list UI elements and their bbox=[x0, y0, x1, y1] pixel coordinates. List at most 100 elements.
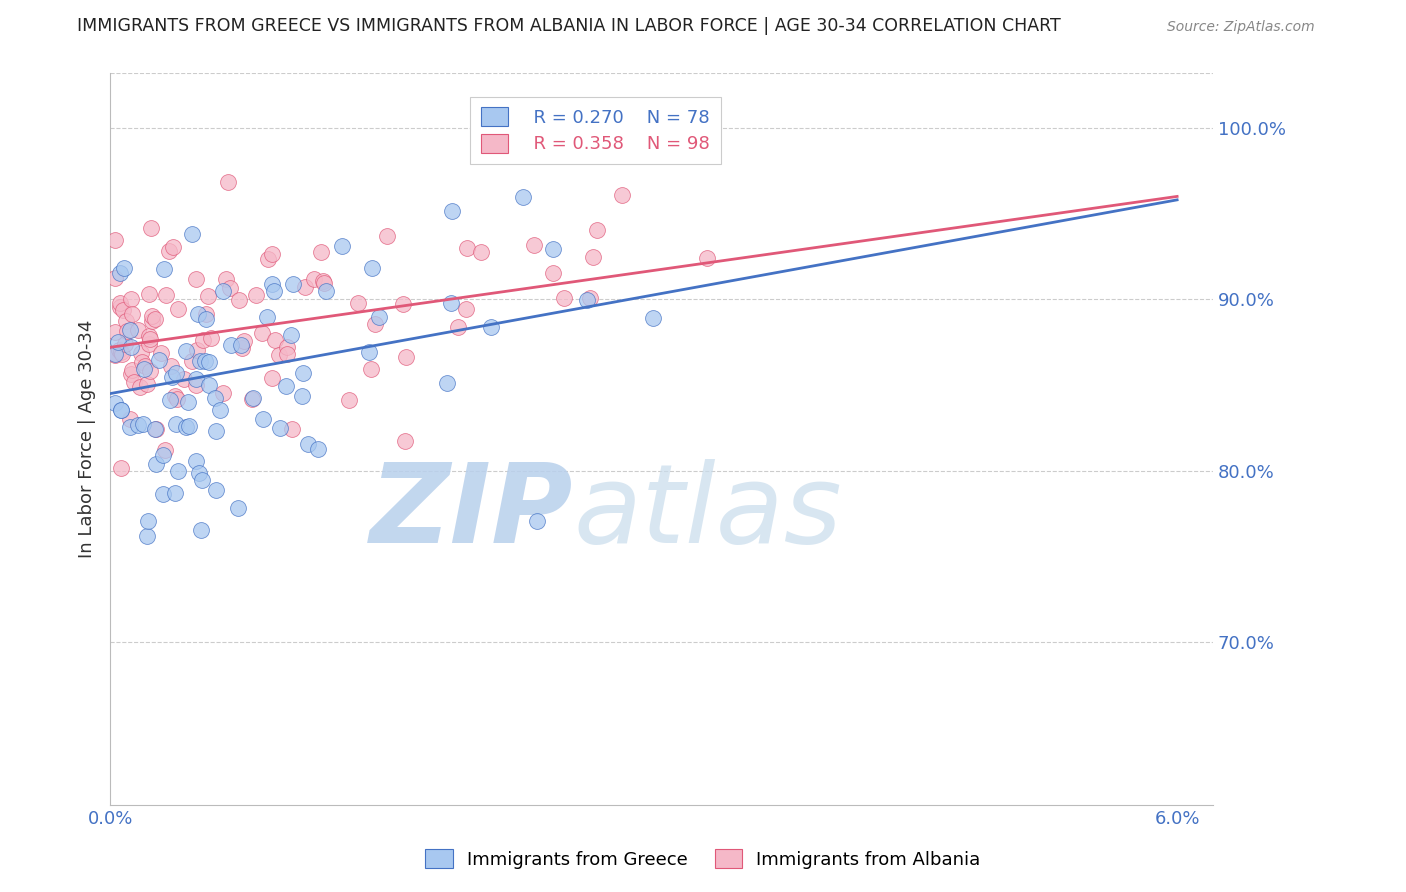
Point bbox=[240, 392, 263, 406]
Text: ZIP: ZIP bbox=[370, 458, 574, 566]
Point bbox=[110, 344, 132, 359]
Point bbox=[263, 284, 285, 298]
Point bbox=[177, 395, 200, 409]
Point bbox=[138, 287, 160, 301]
Point bbox=[470, 244, 492, 259]
Point bbox=[115, 314, 138, 328]
Point bbox=[148, 353, 170, 368]
Point bbox=[364, 318, 387, 332]
Point bbox=[375, 229, 398, 244]
Point bbox=[184, 372, 207, 386]
Text: IMMIGRANTS FROM GREECE VS IMMIGRANTS FROM ALBANIA IN LABOR FORCE | AGE 30-34 COR: IMMIGRANTS FROM GREECE VS IMMIGRANTS FRO… bbox=[77, 17, 1062, 35]
Point bbox=[205, 424, 228, 438]
Text: atlas: atlas bbox=[574, 458, 842, 566]
Point bbox=[441, 204, 464, 219]
Point bbox=[115, 324, 138, 338]
Point bbox=[200, 331, 222, 345]
Point bbox=[307, 442, 329, 457]
Point bbox=[141, 310, 163, 324]
Point bbox=[122, 375, 145, 389]
Point bbox=[262, 247, 284, 261]
Point bbox=[242, 391, 264, 405]
Point bbox=[479, 320, 502, 334]
Point bbox=[163, 486, 186, 500]
Point bbox=[112, 260, 135, 275]
Point bbox=[274, 379, 297, 393]
Point bbox=[167, 302, 190, 317]
Y-axis label: In Labor Force | Age 30-34: In Labor Force | Age 30-34 bbox=[79, 320, 96, 558]
Point bbox=[541, 242, 564, 256]
Point bbox=[256, 252, 278, 266]
Point bbox=[166, 392, 188, 407]
Point bbox=[145, 422, 167, 436]
Point bbox=[184, 272, 207, 286]
Point bbox=[191, 474, 214, 488]
Point bbox=[131, 355, 153, 369]
Point bbox=[141, 314, 163, 328]
Point bbox=[114, 337, 136, 351]
Point bbox=[195, 311, 218, 326]
Point bbox=[145, 458, 167, 472]
Point bbox=[118, 411, 141, 425]
Point bbox=[138, 337, 160, 351]
Point bbox=[134, 359, 156, 374]
Point bbox=[330, 238, 353, 252]
Point bbox=[195, 307, 218, 321]
Point bbox=[127, 417, 149, 432]
Point bbox=[108, 300, 131, 314]
Point bbox=[139, 332, 162, 346]
Point bbox=[281, 277, 304, 292]
Point bbox=[186, 343, 208, 357]
Point bbox=[159, 393, 181, 408]
Point bbox=[111, 347, 134, 361]
Point bbox=[394, 434, 416, 448]
Point bbox=[212, 386, 235, 401]
Point bbox=[138, 328, 160, 343]
Point bbox=[215, 272, 238, 286]
Point bbox=[276, 347, 298, 361]
Point bbox=[250, 326, 273, 340]
Point bbox=[212, 284, 235, 298]
Point bbox=[357, 345, 380, 359]
Point bbox=[121, 307, 143, 321]
Point bbox=[209, 402, 232, 417]
Point bbox=[367, 310, 389, 324]
Point bbox=[262, 371, 284, 385]
Point bbox=[165, 366, 187, 380]
Point bbox=[179, 419, 201, 434]
Point bbox=[120, 323, 142, 337]
Point bbox=[188, 354, 211, 368]
Point bbox=[610, 187, 633, 202]
Point bbox=[139, 220, 162, 235]
Point bbox=[143, 422, 166, 436]
Point bbox=[104, 347, 127, 361]
Point bbox=[440, 296, 463, 310]
Point bbox=[107, 334, 129, 349]
Point bbox=[104, 347, 127, 361]
Point bbox=[696, 251, 718, 265]
Point bbox=[104, 233, 127, 247]
Point bbox=[252, 411, 274, 425]
Point bbox=[231, 341, 253, 355]
Point bbox=[132, 417, 155, 431]
Point bbox=[121, 363, 143, 377]
Point bbox=[204, 391, 226, 405]
Point bbox=[256, 310, 278, 325]
Point bbox=[436, 376, 458, 390]
Point bbox=[110, 461, 132, 475]
Point bbox=[281, 422, 304, 436]
Point bbox=[291, 389, 314, 403]
Point bbox=[163, 389, 186, 403]
Point bbox=[232, 334, 254, 349]
Point bbox=[269, 348, 291, 362]
Point bbox=[160, 370, 183, 384]
Point bbox=[315, 284, 337, 298]
Point bbox=[226, 501, 249, 516]
Point bbox=[361, 260, 384, 275]
Point bbox=[181, 227, 204, 241]
Point bbox=[167, 464, 190, 478]
Point bbox=[190, 523, 212, 537]
Point bbox=[585, 223, 607, 237]
Point bbox=[104, 347, 127, 361]
Point bbox=[153, 443, 176, 458]
